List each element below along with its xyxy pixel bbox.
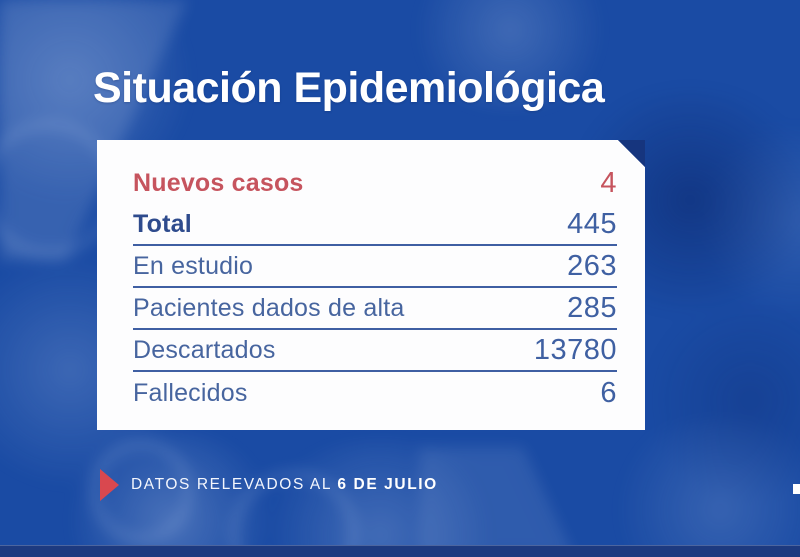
- row-label: Nuevos casos: [133, 168, 304, 197]
- stats-row: Total 445: [133, 204, 617, 246]
- footer-text: DATOS RELEVADOS AL 6 DE JULIO: [131, 476, 438, 494]
- row-label: Fallecidos: [133, 378, 248, 407]
- virus-ring: [230, 470, 358, 557]
- page-title: Situación Epidemiológica: [93, 64, 605, 112]
- stats-row: Nuevos casos 4: [133, 162, 617, 204]
- footer-note: DATOS RELEVADOS AL 6 DE JULIO: [100, 469, 438, 501]
- row-label: Descartados: [133, 335, 276, 364]
- row-value: 263: [567, 249, 617, 282]
- footer-date: 6 DE JULIO: [337, 476, 438, 493]
- stats-row: En estudio 263: [133, 246, 617, 288]
- edge-artifact: [793, 484, 800, 494]
- stats-row: Descartados 13780: [133, 330, 617, 372]
- row-label: En estudio: [133, 251, 254, 280]
- stats-card-body: [97, 140, 645, 430]
- stats-row: Fallecidos 6: [133, 372, 617, 414]
- stats-row: Pacientes dados de alta 285: [133, 288, 617, 330]
- row-label: Total: [133, 209, 192, 238]
- background-light-wedge-bottom-right: [420, 447, 680, 557]
- row-value: 285: [567, 291, 617, 324]
- virus-ring: [90, 440, 193, 543]
- footer-text-prefix: DATOS RELEVADOS AL: [131, 476, 338, 493]
- arrow-right-icon: [100, 469, 119, 501]
- stats-card: Nuevos casos 4 Total 445 En estudio 263 …: [97, 140, 645, 430]
- row-value: 4: [600, 166, 617, 199]
- stats-table: Nuevos casos 4 Total 445 En estudio 263 …: [133, 162, 617, 414]
- bottom-bar: [0, 545, 800, 557]
- row-value: 6: [600, 376, 617, 409]
- row-value: 13780: [533, 333, 617, 366]
- row-value: 445: [567, 207, 617, 240]
- row-label: Pacientes dados de alta: [133, 293, 405, 322]
